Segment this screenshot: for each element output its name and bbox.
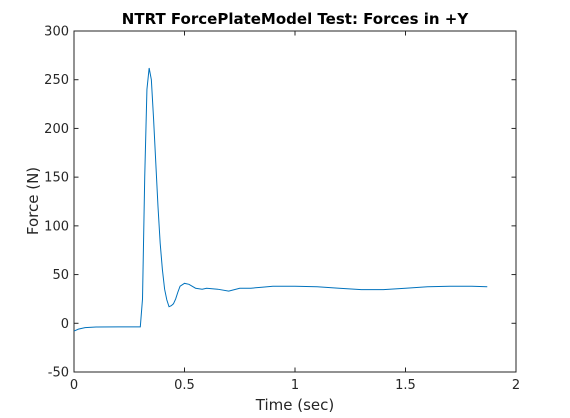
chart-title: NTRT ForcePlateModel Test: Forces in +Y [122,10,470,28]
x-axis-ticks: 0 0.5 1 1.5 2 [70,31,520,393]
y-axis-ticks: -50 0 50 100 150 200 250 300 [44,25,516,381]
y-tick-label: 250 [44,73,69,88]
y-axis-label: Force (N) [24,167,42,235]
y-tick-label: 0 [61,317,69,332]
y-tick-label: 100 [44,219,69,234]
x-axis-label: Time (sec) [255,396,334,414]
x-tick-label: 2 [512,378,520,393]
x-tick-label: 0.5 [174,378,195,393]
x-tick-label: 1 [291,378,299,393]
y-tick-label: -50 [48,366,69,381]
series-line-force-y [73,67,488,332]
y-tick-label: 300 [44,25,69,40]
y-tick-label: 200 [44,122,69,137]
x-tick-label: 1.5 [395,378,416,393]
x-tick-label: 0 [70,378,78,393]
y-tick-label: 50 [52,268,69,283]
y-tick-label: 150 [44,171,69,186]
